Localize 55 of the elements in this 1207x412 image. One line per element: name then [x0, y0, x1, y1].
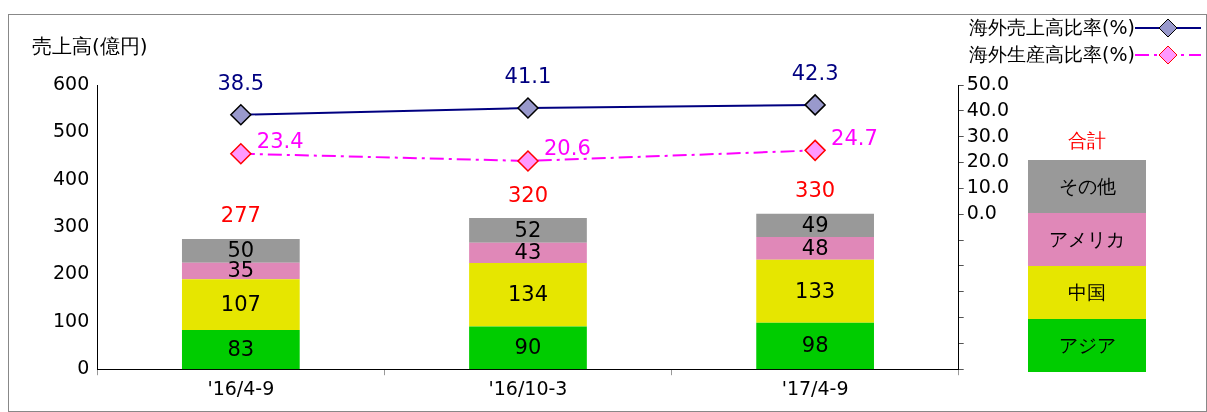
data-label: 38.5	[217, 71, 265, 96]
bar	[756, 322, 874, 370]
y-axis-title: 売上高(億円)	[32, 34, 148, 59]
bar	[181, 279, 300, 330]
y2-tick-label: 10.0	[966, 175, 1010, 198]
data-label: 41.1	[504, 64, 552, 89]
total-label: 277	[220, 203, 261, 228]
data-label: 133	[795, 278, 836, 303]
data-label: 23.4	[256, 129, 304, 154]
data-label: 48	[801, 235, 829, 260]
bar	[756, 237, 874, 260]
bar	[469, 263, 587, 327]
x-tick-label: '17/4-9	[781, 376, 849, 399]
legend-label: 海外生産高比率(%)	[969, 42, 1135, 67]
y2-tick-label: 0.0	[966, 201, 997, 224]
total-label: 330	[795, 178, 836, 203]
y2-tick-label: 40.0	[966, 97, 1010, 120]
data-label: 24.7	[831, 125, 878, 150]
data-label: 83	[227, 337, 255, 361]
y-tick-label: 100	[53, 308, 90, 331]
data-label: 134	[507, 282, 549, 307]
y-tick-label: 0	[77, 356, 90, 379]
y-tick-label: 300	[53, 214, 90, 237]
y-tick-label: 200	[53, 261, 90, 284]
y-tick-label: 400	[53, 166, 90, 189]
text: 中国	[1028, 266, 1146, 319]
data-label: 42.3	[791, 61, 839, 86]
y2-tick-label: 30.0	[966, 123, 1010, 146]
data-label: 35	[227, 258, 255, 283]
bar	[181, 329, 300, 370]
y-tick-label: 500	[53, 119, 90, 142]
text: その他	[1028, 160, 1146, 213]
x-tick-label: '16/10-3	[488, 376, 568, 399]
bar	[469, 218, 587, 243]
data-label: 107	[220, 292, 261, 316]
data-label: 20.6	[543, 136, 591, 161]
data-label: 43	[514, 240, 542, 265]
data-label: 98	[801, 333, 829, 358]
bar	[756, 213, 874, 238]
y2-tick-label: 50.0	[966, 71, 1010, 94]
legend-label: 海外売上高比率(%)	[969, 15, 1135, 40]
data-label: 49	[801, 212, 829, 237]
text: アジア	[1028, 319, 1146, 372]
bar	[181, 238, 300, 263]
total-label: 320	[507, 182, 549, 207]
y-tick-label: 600	[53, 71, 90, 94]
bar	[469, 242, 587, 264]
data-label: 52	[514, 217, 542, 242]
y2-tick-label: 20.0	[966, 149, 1010, 172]
x-tick-label: '16/4-9	[207, 376, 275, 399]
bar	[469, 326, 587, 370]
bar	[756, 259, 874, 323]
text: アメリカ	[1028, 213, 1146, 266]
legend-title: 合計	[1067, 128, 1107, 153]
data-label: 90	[514, 335, 542, 360]
